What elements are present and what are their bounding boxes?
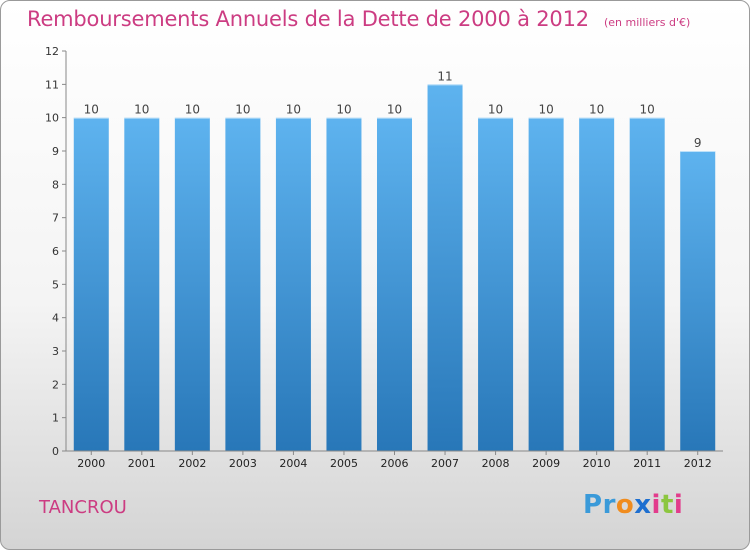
- data-label: 11: [437, 69, 452, 83]
- data-label: 10: [134, 103, 149, 117]
- bar: [478, 117, 514, 452]
- y-tick-label: 2: [52, 378, 59, 391]
- y-tick-label: 8: [52, 178, 59, 191]
- y-tick-label: 3: [52, 345, 59, 358]
- data-label: 10: [336, 103, 351, 117]
- x-tick-label: 2009: [532, 457, 560, 470]
- x-tick-label: 2002: [178, 457, 206, 470]
- chart-unit: (en milliers d'€): [604, 16, 691, 29]
- chart-title: Remboursements Annuels de la Dette de 20…: [27, 7, 589, 31]
- data-label: 10: [286, 103, 301, 117]
- commune-name: TANCROU: [39, 497, 127, 518]
- x-tick-label: 2011: [633, 457, 661, 470]
- y-tick-label: 0: [52, 445, 59, 458]
- bar: [174, 117, 210, 452]
- y-tick-label: 11: [45, 78, 59, 91]
- bar: [124, 117, 160, 452]
- y-tick-label: 7: [52, 212, 59, 225]
- x-tick-label: 2005: [330, 457, 358, 470]
- x-tick-label: 2000: [77, 457, 105, 470]
- logo-letter: P: [583, 490, 603, 520]
- proxiti-logo: Proxiti: [583, 490, 683, 520]
- data-label: 10: [235, 103, 250, 117]
- logo-letter: r: [602, 490, 616, 520]
- x-tick-label: 2006: [381, 457, 409, 470]
- data-label: 10: [538, 103, 553, 117]
- logo-letter: x: [634, 490, 652, 520]
- data-label: 10: [185, 103, 200, 117]
- logo-letter: i: [651, 490, 661, 520]
- data-label: 10: [488, 103, 503, 117]
- bar: [225, 117, 261, 452]
- x-tick-label: 2007: [431, 457, 459, 470]
- x-tick-label: 2012: [684, 457, 712, 470]
- data-label: 10: [589, 103, 604, 117]
- x-tick-label: 2001: [128, 457, 156, 470]
- x-tick-label: 2008: [482, 457, 510, 470]
- bar: [579, 117, 615, 452]
- bar: [427, 84, 463, 451]
- bar: [377, 117, 412, 452]
- x-tick-label: 2010: [583, 457, 611, 470]
- bar: [275, 117, 311, 452]
- data-label: 9: [694, 136, 702, 150]
- y-tick-label: 5: [52, 278, 59, 291]
- y-tick-label: 1: [52, 412, 59, 425]
- y-tick-label: 10: [45, 112, 59, 125]
- logo-letter: i: [673, 490, 684, 520]
- data-label: 10: [84, 103, 99, 117]
- x-tick-label: 2004: [279, 457, 307, 470]
- y-tick-label: 12: [45, 45, 59, 58]
- y-tick-label: 6: [52, 245, 59, 258]
- bar: [629, 117, 665, 452]
- bar: [73, 117, 109, 452]
- logo-letter: t: [660, 490, 674, 520]
- y-tick-label: 4: [52, 312, 59, 325]
- chart-title-block: Remboursements Annuels de la Dette de 20…: [27, 7, 690, 31]
- data-label: 10: [387, 103, 402, 117]
- x-tick-label: 2003: [229, 457, 257, 470]
- logo-letter: o: [615, 490, 635, 520]
- bar: [326, 117, 362, 452]
- data-label: 10: [640, 103, 655, 117]
- bar: [528, 117, 564, 452]
- bar: [680, 151, 716, 451]
- y-tick-label: 9: [52, 145, 59, 158]
